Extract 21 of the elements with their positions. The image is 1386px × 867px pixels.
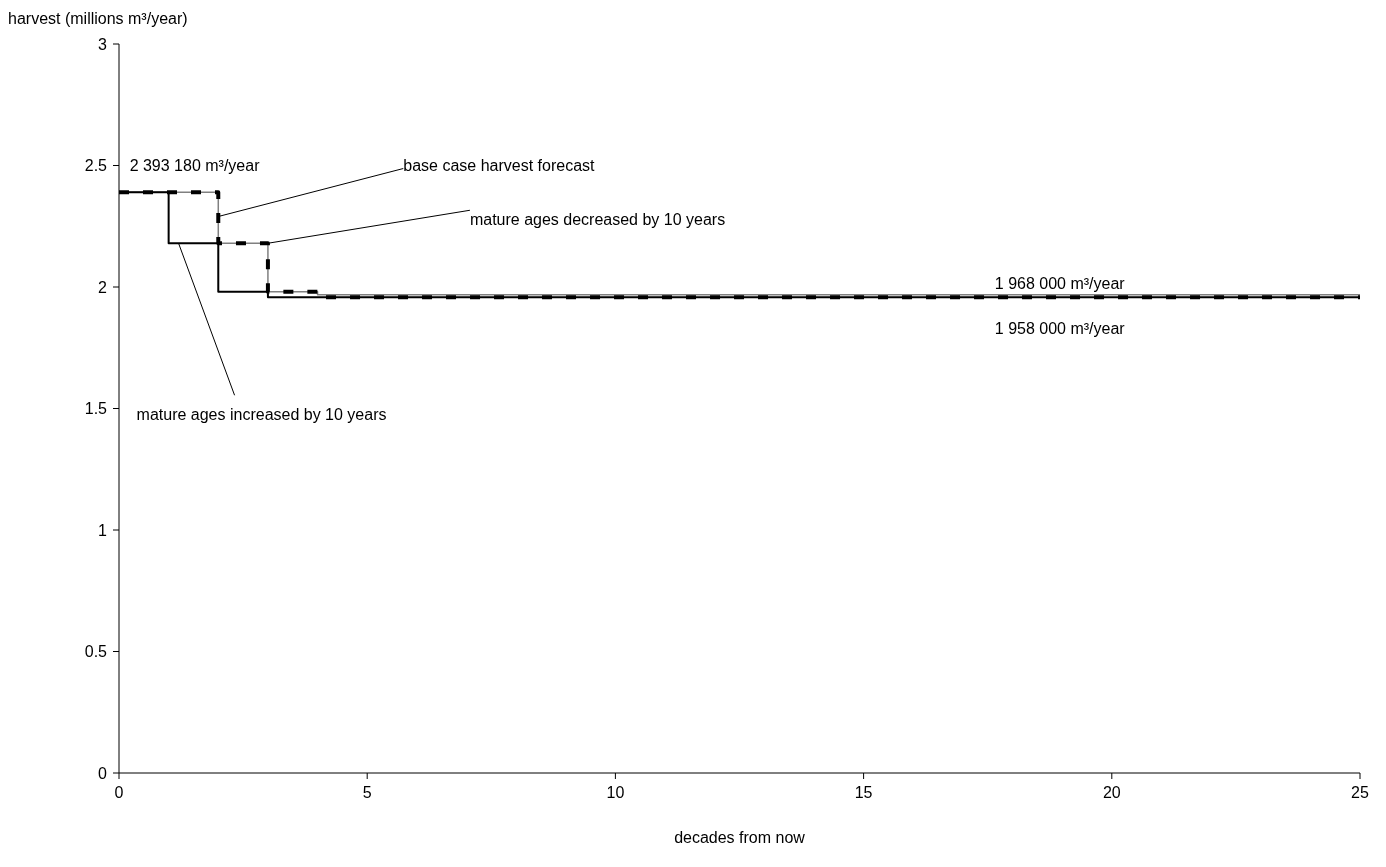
- y-tick-label: 2: [98, 278, 108, 296]
- y-tick-label: 0.5: [84, 643, 108, 661]
- y-axis-title: harvest (millions m³/year): [8, 10, 188, 27]
- annotation: 2 393 180 m³/year: [129, 157, 261, 175]
- annotation: mature ages increased by 10 years: [136, 406, 387, 424]
- x-axis-title: decades from now: [674, 829, 806, 846]
- x-tick-label: 25: [1351, 784, 1369, 802]
- annotation: base case harvest forecast: [403, 156, 596, 174]
- x-tick-label: 5: [362, 784, 372, 802]
- x-tick-label: 0: [114, 784, 124, 802]
- y-tick-label: 3: [98, 35, 108, 53]
- y-tick-label: 1.5: [84, 400, 108, 418]
- y-tick-label: 2.5: [84, 157, 108, 175]
- x-tick-label: 10: [606, 784, 625, 802]
- y-tick-label: 0: [98, 764, 108, 782]
- y-tick-label: 1: [98, 521, 108, 539]
- x-tick-label: 15: [854, 784, 873, 802]
- annotation: 1 968 000 m³/year: [994, 274, 1126, 292]
- annotation: 1 958 000 m³/year: [994, 320, 1126, 338]
- x-tick-label: 20: [1102, 784, 1121, 802]
- annotation: mature ages decreased by 10 years: [469, 211, 726, 229]
